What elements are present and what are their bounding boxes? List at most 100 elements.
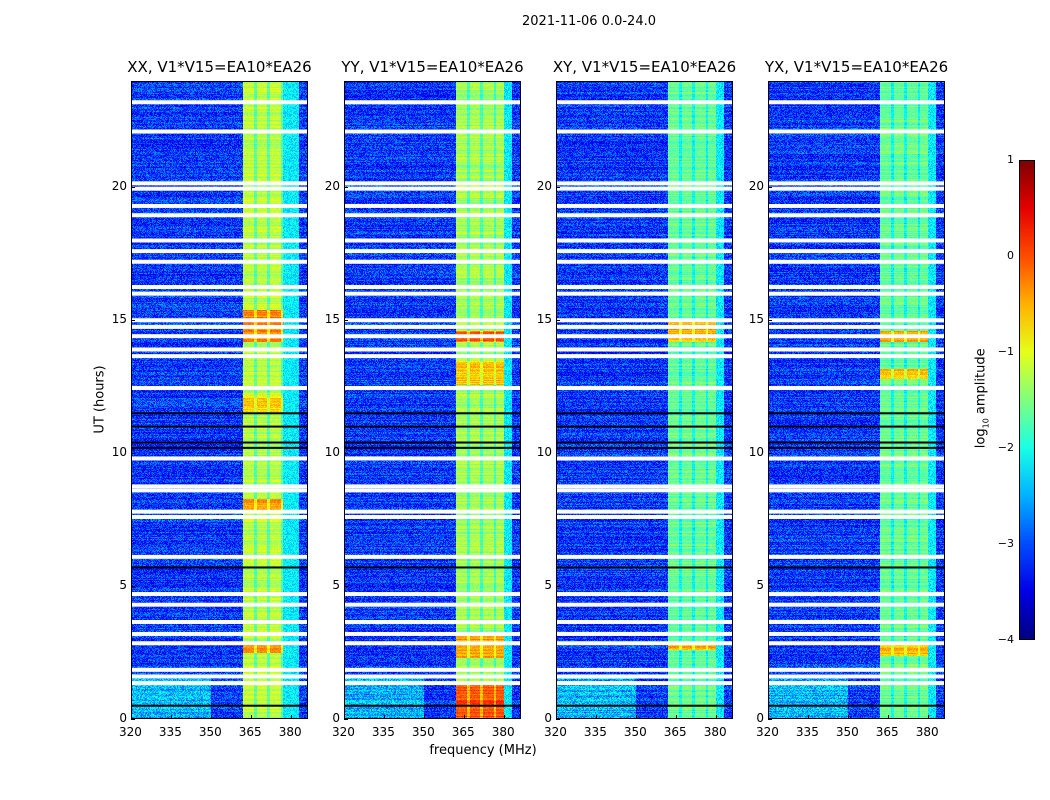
x-tick-label: 335 [371, 725, 395, 739]
heatmap [344, 81, 521, 719]
panel-title: XX, V1*V15=EA10*EA26 [127, 58, 312, 76]
colorbar-label-rest: amplitude [973, 348, 989, 419]
y-tick-label: 5 [332, 578, 340, 593]
y-tick-mark [344, 453, 348, 455]
y-tick-mark [768, 719, 772, 720]
y-tick-mark [344, 719, 348, 720]
x-tick-label: 380 [703, 725, 727, 739]
x-tick-label: 350 [198, 725, 222, 739]
y-tick-label: 10 [111, 445, 127, 460]
colorbar-label-sub: 10 [981, 418, 991, 429]
x-tick-label: 320 [119, 725, 142, 739]
colorbar-tick-label: 1 [1007, 153, 1014, 166]
colorbar-label: log10 amplitude [974, 336, 991, 460]
y-tick-label: 0 [756, 711, 764, 725]
panel-title: YX, V1*V15=EA10*EA26 [764, 58, 949, 76]
x-tick-mark [807, 715, 809, 719]
y-tick-mark [131, 320, 135, 322]
y-tick-mark [556, 586, 560, 588]
x-tick-label: 320 [332, 725, 355, 739]
y-tick-label: 5 [119, 578, 127, 593]
y-tick-label: 20 [748, 179, 764, 194]
y-axis-label: UT (hours) [92, 365, 108, 434]
x-tick-mark [556, 715, 557, 719]
x-tick-label: 365 [451, 725, 475, 739]
x-tick-mark [383, 715, 385, 719]
y-tick-label: 20 [111, 179, 127, 194]
x-axis-label: frequency (MHz) [429, 743, 537, 758]
colorbar [1019, 160, 1035, 640]
y-tick-mark [768, 320, 772, 322]
colorbar-tick-label: −2 [997, 441, 1014, 454]
y-tick-mark [556, 320, 560, 322]
y-tick-label: 10 [324, 445, 340, 460]
y-tick-label: 15 [324, 312, 340, 327]
x-tick-mark [715, 715, 717, 719]
y-tick-label: 15 [536, 312, 552, 327]
y-tick-mark [131, 187, 135, 189]
x-tick-mark [847, 715, 849, 719]
x-tick-mark [463, 715, 465, 719]
x-tick-mark [927, 715, 929, 719]
panel-yx: YX, V1*V15=EA10*EA26 320 335 350 365 380 0 5 10 1… [749, 58, 948, 739]
colorbar-tick-label: −1 [997, 345, 1014, 358]
y-tick-label: 10 [536, 445, 552, 460]
panel-yy: YY, V1*V15=EA10*EA26 320 335 350 365 380 0 5 10 1… [325, 58, 524, 739]
x-tick-label: 380 [278, 725, 302, 739]
colorbar-tick-label: −3 [997, 537, 1014, 550]
colorbar-tick-label: 0 [1007, 249, 1014, 262]
x-tick-label: 350 [623, 725, 647, 739]
y-tick-mark [556, 719, 560, 720]
x-tick-mark [503, 715, 505, 719]
y-tick-label: 20 [324, 179, 340, 194]
x-tick-mark [635, 715, 637, 719]
x-tick-mark [131, 715, 132, 719]
panel-title: XY, V1*V15=EA10*EA26 [552, 58, 737, 76]
x-tick-mark [887, 715, 889, 719]
y-tick-mark [131, 719, 135, 720]
heatmap [131, 81, 308, 719]
y-tick-mark [556, 187, 560, 189]
colorbar-tick-label: −4 [997, 633, 1014, 646]
panel-title: YY, V1*V15=EA10*EA26 [341, 58, 524, 76]
x-tick-mark [768, 715, 769, 719]
y-tick-mark [344, 586, 348, 588]
x-tick-label: 320 [756, 725, 779, 739]
y-tick-label: 15 [111, 312, 127, 327]
x-tick-mark [290, 715, 292, 719]
y-tick-label: 5 [756, 578, 764, 593]
x-tick-label: 380 [491, 725, 515, 739]
y-tick-label: 0 [332, 711, 340, 725]
y-tick-mark [768, 187, 772, 189]
y-tick-label: 0 [544, 711, 552, 725]
x-tick-mark [170, 715, 172, 719]
x-tick-label: 365 [875, 725, 899, 739]
y-tick-mark [768, 453, 772, 455]
y-tick-label: 10 [748, 445, 764, 460]
x-tick-label: 380 [915, 725, 939, 739]
y-tick-mark [344, 320, 348, 322]
heatmap [768, 81, 945, 719]
x-tick-label: 335 [795, 725, 819, 739]
panel-xx: XX, V1*V15=EA10*EA26 320 335 350 365 380 0 5 10 1… [112, 58, 312, 739]
x-tick-label: 350 [835, 725, 859, 739]
x-tick-mark [210, 715, 212, 719]
x-tick-label: 335 [158, 725, 182, 739]
x-tick-label: 365 [663, 725, 687, 739]
y-tick-label: 0 [119, 711, 127, 725]
y-tick-label: 20 [536, 179, 552, 194]
x-tick-mark [344, 715, 345, 719]
y-tick-mark [556, 453, 560, 455]
x-tick-label: 365 [238, 725, 262, 739]
x-tick-label: 320 [544, 725, 567, 739]
panel-xy: XY, V1*V15=EA10*EA26 320 335 350 365 380 0 5 10 1… [537, 58, 736, 739]
x-tick-mark [595, 715, 597, 719]
x-tick-mark [675, 715, 677, 719]
x-tick-label: 335 [583, 725, 607, 739]
colorbar-label-main: log [973, 428, 989, 449]
y-tick-mark [131, 453, 135, 455]
y-tick-label: 5 [544, 578, 552, 593]
x-tick-mark [250, 715, 252, 719]
y-tick-mark [768, 586, 772, 588]
